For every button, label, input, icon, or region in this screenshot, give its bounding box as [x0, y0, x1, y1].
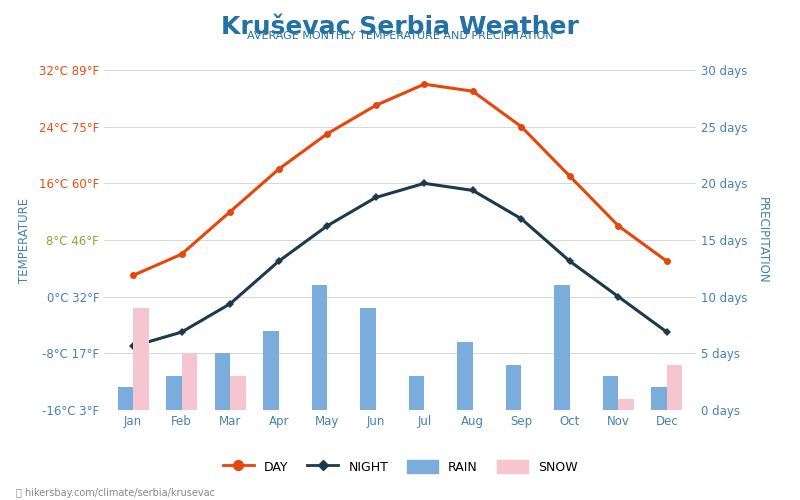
Bar [263, 330, 278, 410]
Text: 🌍 hikersbay.com/climate/serbia/krusevac: 🌍 hikersbay.com/climate/serbia/krusevac [16, 488, 215, 498]
Bar [667, 364, 682, 410]
Bar [603, 376, 618, 410]
Bar [133, 308, 149, 410]
Bar [506, 364, 522, 410]
Bar [230, 376, 246, 410]
Bar [458, 342, 473, 410]
Bar [312, 286, 327, 410]
Y-axis label: TEMPERATURE: TEMPERATURE [18, 198, 30, 282]
Bar [554, 286, 570, 410]
Bar [166, 376, 182, 410]
Y-axis label: PRECIPITATION: PRECIPITATION [756, 196, 769, 284]
Text: Kruševac Serbia Weather: Kruševac Serbia Weather [221, 15, 579, 39]
Bar [651, 388, 667, 410]
Bar [618, 398, 634, 410]
Bar [182, 354, 197, 410]
Bar [360, 308, 376, 410]
Bar [409, 376, 424, 410]
Bar [214, 354, 230, 410]
Bar [118, 388, 133, 410]
Legend: DAY, NIGHT, RAIN, SNOW: DAY, NIGHT, RAIN, SNOW [218, 455, 582, 478]
Title: AVERAGE MONTHLY TEMPERATURE AND PRECIPITATION: AVERAGE MONTHLY TEMPERATURE AND PRECIPIT… [246, 32, 554, 42]
